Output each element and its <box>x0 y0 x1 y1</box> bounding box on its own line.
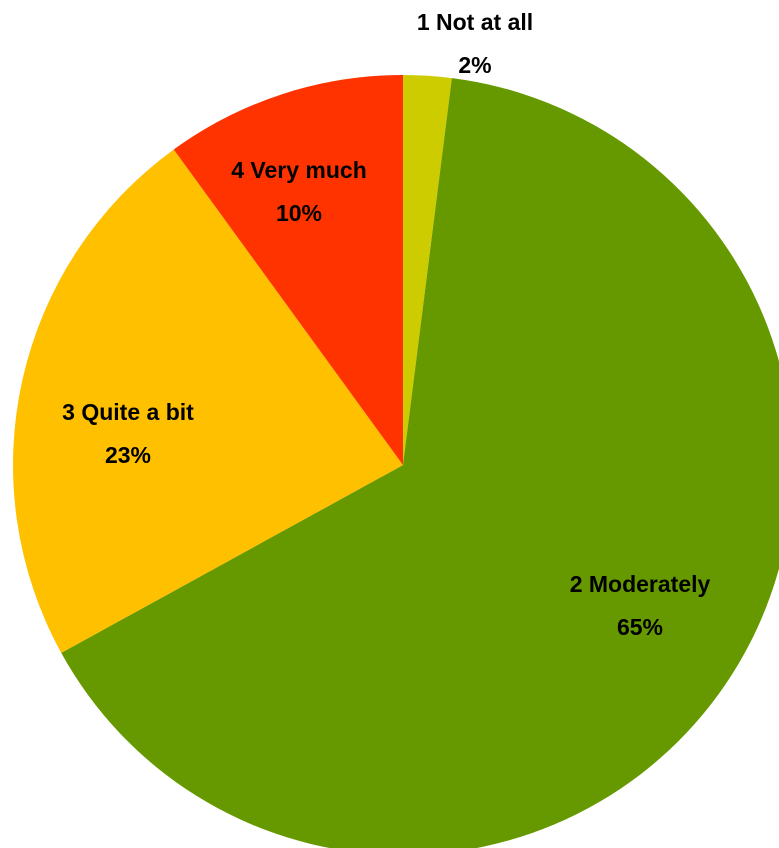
pie-slice-3 <box>12 149 403 653</box>
pie-slice-2 <box>61 78 779 848</box>
slice-percent-3: 23% <box>105 442 151 468</box>
pie-slice-1 <box>403 75 452 465</box>
pie-slices <box>12 75 779 848</box>
slice-percent-4: 10% <box>276 200 322 226</box>
slice-percent-1: 2% <box>458 52 491 78</box>
pie-labels: 1 Not at all 2% 2 Moderately 65% 3 Quite a b… <box>62 9 710 640</box>
slice-label-1: 1 Not at all <box>417 9 533 35</box>
slice-percent-2: 65% <box>617 614 663 640</box>
slice-label-2: 2 Moderately <box>570 571 711 597</box>
slice-label-4: 4 Very much <box>231 157 367 183</box>
pie-slice-4 <box>173 75 403 465</box>
slice-label-3: 3 Quite a bit <box>62 399 194 425</box>
